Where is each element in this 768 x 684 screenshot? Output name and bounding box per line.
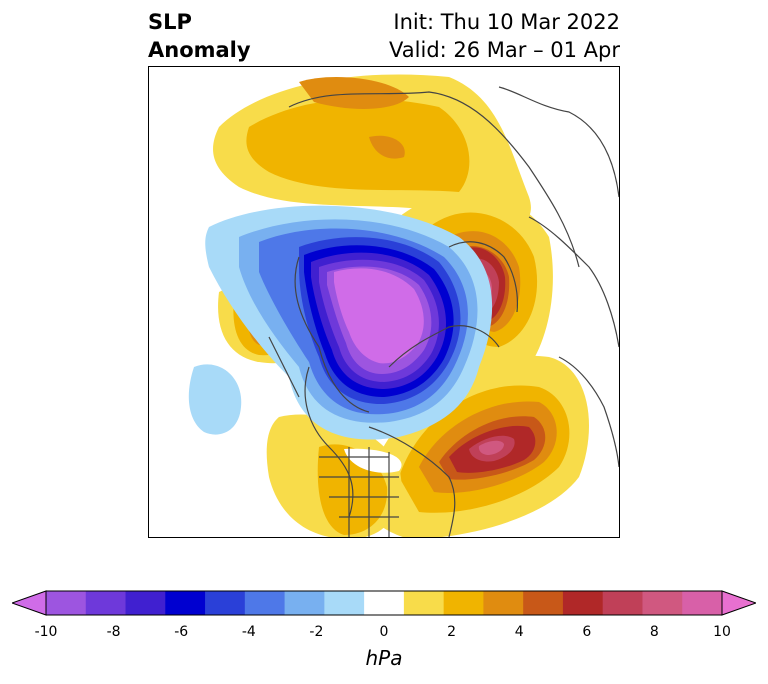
colorbar-extend-high: [721, 590, 756, 616]
colorbar-tick-label: -6: [174, 624, 189, 640]
title-variable: SLP: [148, 10, 192, 34]
colorbar-segments: [46, 591, 723, 615]
colorbar-segment: [324, 591, 365, 615]
colorbar-segment: [85, 591, 127, 615]
title-left: SLP Anomaly: [148, 8, 251, 64]
map-edge-notch: [149, 282, 155, 322]
colorbar-segment: [205, 591, 246, 615]
colorbar-tick-label: -8: [106, 624, 121, 640]
colorbar-segment: [244, 591, 286, 615]
colorbar-tick-label: 0: [379, 624, 389, 640]
colorbar-segment: [125, 591, 166, 615]
colorbar-extend-low: [12, 590, 47, 616]
colorbar-units: hPa: [365, 646, 403, 670]
colorbar-tick-label: 8: [649, 624, 659, 640]
colorbar-segment: [364, 591, 405, 615]
siberia-high-anomaly: [213, 74, 531, 228]
valid-range: Valid: 26 Mar – 01 Apr: [389, 38, 620, 62]
colorbar-segment: [682, 591, 723, 615]
map-panel: [148, 66, 620, 538]
title-right: Init: Thu 10 Mar 2022 Valid: 26 Mar – 01…: [389, 8, 620, 64]
colorbar-tick-label: -4: [241, 624, 256, 640]
colorbar-frame: [45, 590, 723, 616]
colorbar-tick-label: -10: [34, 624, 58, 640]
colorbar-tick-label: 4: [514, 624, 524, 640]
slp-anomaly-map: [149, 74, 619, 537]
colorbar-segment: [443, 591, 484, 615]
colorbar-tick-label: 2: [447, 624, 457, 640]
colorbar-tick-label: 10: [713, 624, 731, 640]
northeast-pacific-low-anomaly: [188, 364, 242, 435]
colorbar-tick-label: -2: [309, 624, 324, 640]
colorbar-segment: [165, 591, 206, 615]
init-date: Init: Thu 10 Mar 2022: [393, 10, 620, 34]
colorbar-tick-label: 6: [582, 624, 592, 640]
colorbar-segment: [46, 591, 87, 615]
colorbar-segment: [602, 591, 643, 615]
colorbar-segment: [403, 591, 445, 615]
title-variable-suffix: Anomaly: [148, 38, 251, 62]
colorbar: [12, 590, 756, 616]
coastlines: [268, 86, 619, 537]
colorbar-segment: [483, 591, 524, 615]
arctic-low-anomaly: [205, 205, 493, 440]
colorbar-segment: [284, 591, 325, 615]
colorbar-segment: [642, 591, 683, 615]
colorbar-segment: [523, 591, 564, 615]
colorbar-segment: [562, 591, 604, 615]
